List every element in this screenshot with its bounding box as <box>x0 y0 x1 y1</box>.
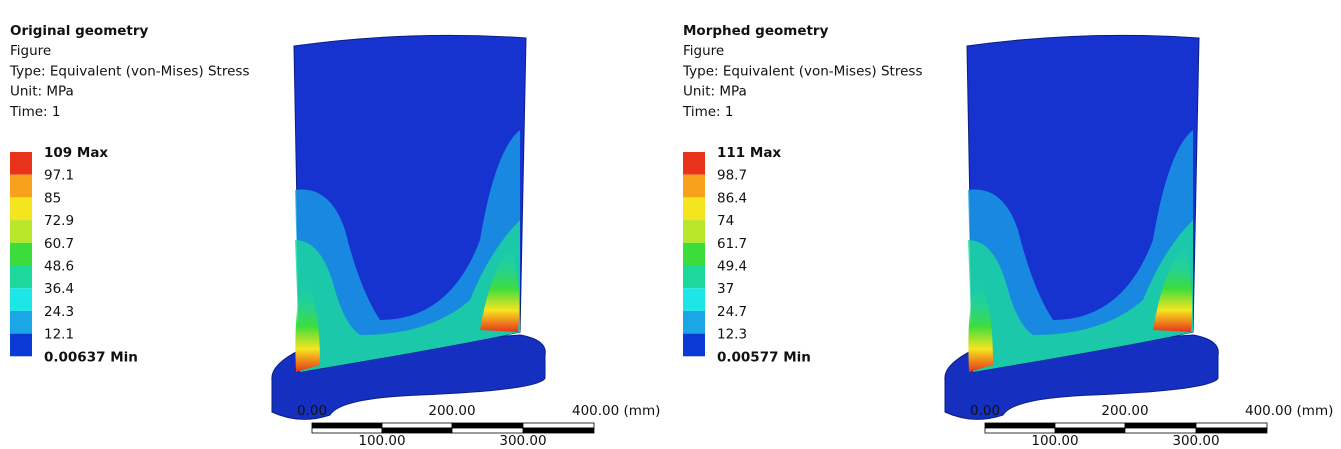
info-line: Figure <box>10 43 51 59</box>
legend-band <box>683 333 705 357</box>
scale-label: 400.00 (mm) <box>572 403 660 419</box>
stress-zone <box>295 220 520 372</box>
legend-band <box>683 310 705 334</box>
legend-label: 72.9 <box>44 213 74 229</box>
legend-label: 60.7 <box>44 236 74 252</box>
scale-label: 0.00 <box>297 403 327 419</box>
info-line: Unit: MPa <box>683 84 747 100</box>
legend-label: 48.6 <box>44 259 74 275</box>
legend-label: 49.4 <box>717 259 747 275</box>
legend-band <box>683 174 705 198</box>
hot-spot <box>968 280 993 372</box>
scale-bar-segment <box>311 422 383 429</box>
info-line: Time: 1 <box>9 104 60 120</box>
panel-title: Morphed geometry <box>683 23 829 39</box>
scale-bar-segment <box>522 427 595 434</box>
legend-label: 24.7 <box>717 304 747 320</box>
legend-band <box>683 152 705 175</box>
info-line: Time: 1 <box>682 104 733 120</box>
scale-bar-segment <box>984 422 1056 429</box>
legend-label: 74 <box>717 213 734 229</box>
legend-band <box>10 242 32 266</box>
result-panel: Morphed geometry Figure Type: Equivalent (… <box>682 23 1333 449</box>
legend-label: 86.4 <box>717 190 747 206</box>
scale-bar-segment <box>1054 422 1126 429</box>
legend-label: 37 <box>717 281 734 297</box>
legend-band <box>10 152 32 175</box>
legend-band <box>683 288 705 311</box>
legend-band <box>10 265 32 289</box>
legend-band <box>10 220 32 243</box>
scale-label: 100.00 <box>358 433 405 449</box>
legend-label: 111 Max <box>717 145 781 161</box>
scale-label: 200.00 <box>1101 403 1148 419</box>
legend-band <box>10 310 32 334</box>
legend-label: 97.1 <box>44 168 74 184</box>
scale-bar-segment <box>381 422 453 429</box>
legend-label: 85 <box>44 190 61 206</box>
legend-label: 61.7 <box>717 236 747 252</box>
scale-bar-segment <box>451 422 524 429</box>
legend-label: 109 Max <box>44 145 108 161</box>
scale-bar-segment <box>1195 427 1268 434</box>
legend-label: 12.1 <box>44 327 74 343</box>
legend-label: 36.4 <box>44 281 74 297</box>
legend-band <box>683 197 705 221</box>
legend-band <box>10 333 32 357</box>
scale-label: 100.00 <box>1031 433 1078 449</box>
scale-label: 300.00 <box>499 433 546 449</box>
legend-label: 0.00637 Min <box>44 349 138 365</box>
scale-label: 300.00 <box>1172 433 1219 449</box>
info-line: Unit: MPa <box>10 84 74 100</box>
legend-band <box>683 265 705 289</box>
info-line: Figure <box>683 43 724 59</box>
scale-label: 400.00 (mm) <box>1245 403 1333 419</box>
hot-spot <box>295 280 320 372</box>
legend-band <box>10 174 32 198</box>
legend-label: 12.3 <box>717 327 747 343</box>
scale-bar-segment <box>1195 422 1268 429</box>
legend-band <box>10 288 32 311</box>
hot-spot <box>480 245 520 332</box>
panel-title: Original geometry <box>10 23 149 39</box>
legend-label: 24.3 <box>44 304 74 320</box>
hot-spot <box>1153 245 1193 332</box>
info-line: Type: Equivalent (von-Mises) Stress <box>9 63 249 79</box>
legend-label: 98.7 <box>717 168 747 184</box>
legend-label: 0.00577 Min <box>717 349 811 365</box>
legend-band <box>683 242 705 266</box>
result-panel: Original geometry Figure Type: Equivalent … <box>9 23 660 449</box>
stress-zone <box>968 220 1193 372</box>
scale-label: 0.00 <box>970 403 1000 419</box>
scale-bar-segment <box>522 422 595 429</box>
legend-band <box>683 220 705 243</box>
scale-bar-segment <box>1124 422 1197 429</box>
legend-band <box>10 197 32 221</box>
info-line: Type: Equivalent (von-Mises) Stress <box>682 63 922 79</box>
scale-label: 200.00 <box>428 403 475 419</box>
